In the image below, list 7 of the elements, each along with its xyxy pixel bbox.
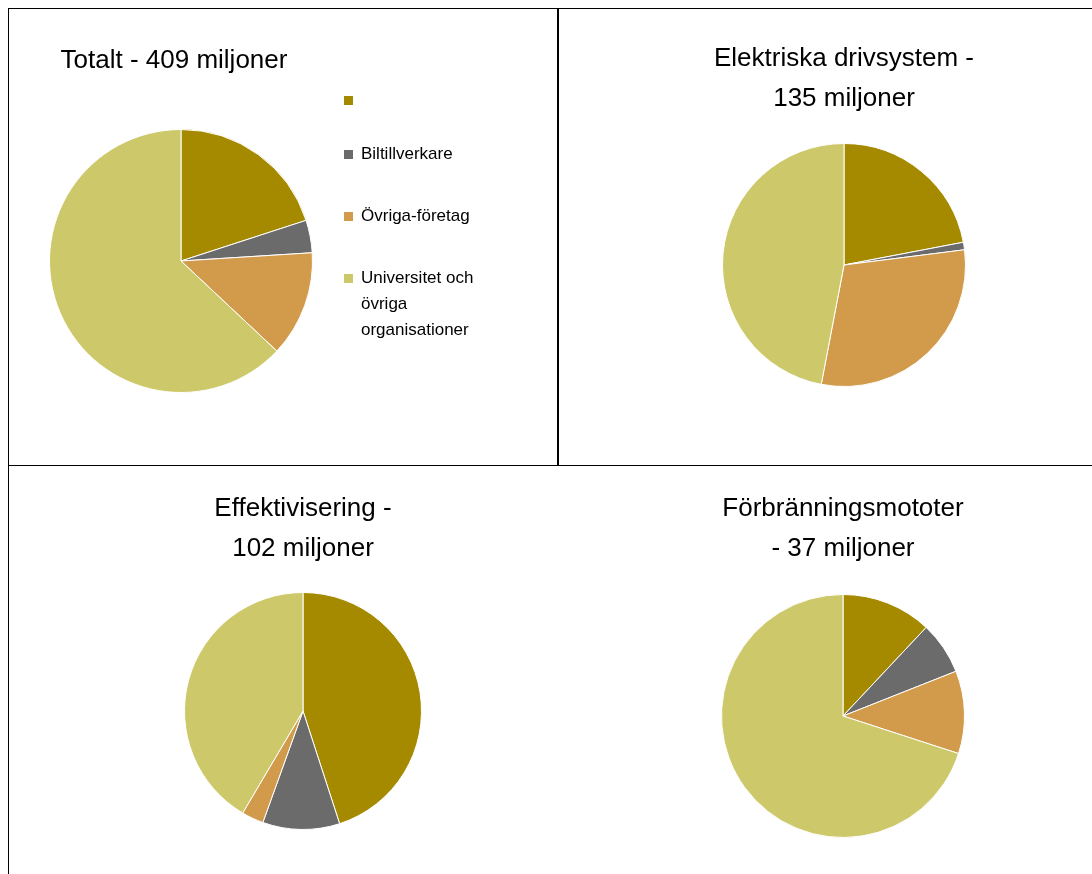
chart-title: Förbränningsmototer - 37 miljoner: [721, 491, 965, 564]
legend-label: Universitet och övriga organisationer: [361, 267, 475, 341]
chart-title: Elektriska drivsystem - 135 miljoner: [712, 41, 975, 114]
chart-title: Totalt - 409 miljoner: [59, 43, 289, 76]
chart-title: Effektivisering - 102 miljoner: [213, 491, 393, 564]
legend-label: Övriga-företag: [361, 205, 470, 227]
legend-label: Biltillverkare: [361, 143, 453, 165]
